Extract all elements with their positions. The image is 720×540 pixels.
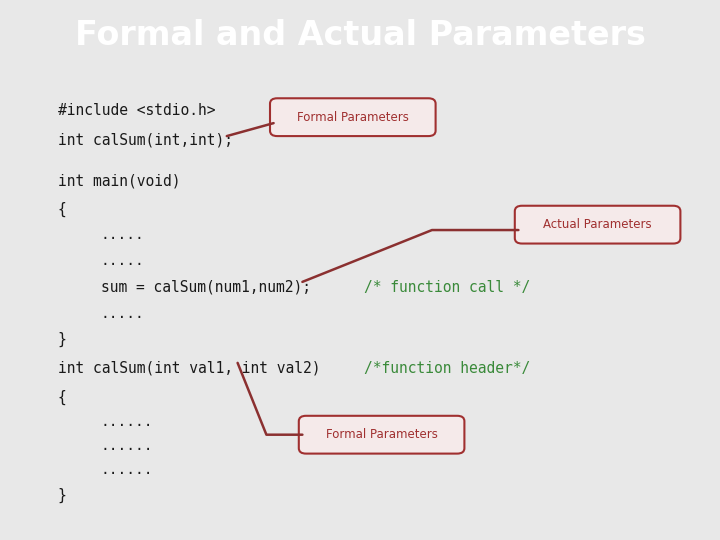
FancyBboxPatch shape bbox=[299, 416, 464, 454]
Text: Actual Parameters: Actual Parameters bbox=[544, 218, 652, 231]
Text: .....: ..... bbox=[101, 227, 145, 242]
Text: int calSum(int val1, int val2): int calSum(int val1, int val2) bbox=[58, 361, 320, 376]
Text: ......: ...... bbox=[101, 414, 153, 429]
Text: /* function call */: /* function call */ bbox=[364, 280, 530, 295]
Text: /*function header*/: /*function header*/ bbox=[364, 361, 530, 376]
Text: .....: ..... bbox=[101, 306, 145, 321]
Text: {: { bbox=[58, 201, 66, 217]
Text: .....: ..... bbox=[101, 253, 145, 268]
Text: ......: ...... bbox=[101, 438, 153, 453]
Text: Formal and Actual Parameters: Formal and Actual Parameters bbox=[75, 18, 645, 52]
Text: {: { bbox=[58, 389, 66, 404]
FancyBboxPatch shape bbox=[515, 206, 680, 244]
Text: }: } bbox=[58, 332, 66, 347]
Text: int main(void): int main(void) bbox=[58, 173, 180, 188]
Text: int calSum(int,int);: int calSum(int,int); bbox=[58, 133, 233, 148]
Text: }: } bbox=[58, 488, 66, 503]
Text: ......: ...... bbox=[101, 462, 153, 477]
FancyBboxPatch shape bbox=[270, 98, 436, 136]
Text: Formal Parameters: Formal Parameters bbox=[325, 428, 438, 441]
Text: sum = calSum(num1,num2);: sum = calSum(num1,num2); bbox=[101, 280, 311, 295]
Text: #include <stdio.h>: #include <stdio.h> bbox=[58, 103, 215, 118]
Text: Formal Parameters: Formal Parameters bbox=[297, 111, 409, 124]
